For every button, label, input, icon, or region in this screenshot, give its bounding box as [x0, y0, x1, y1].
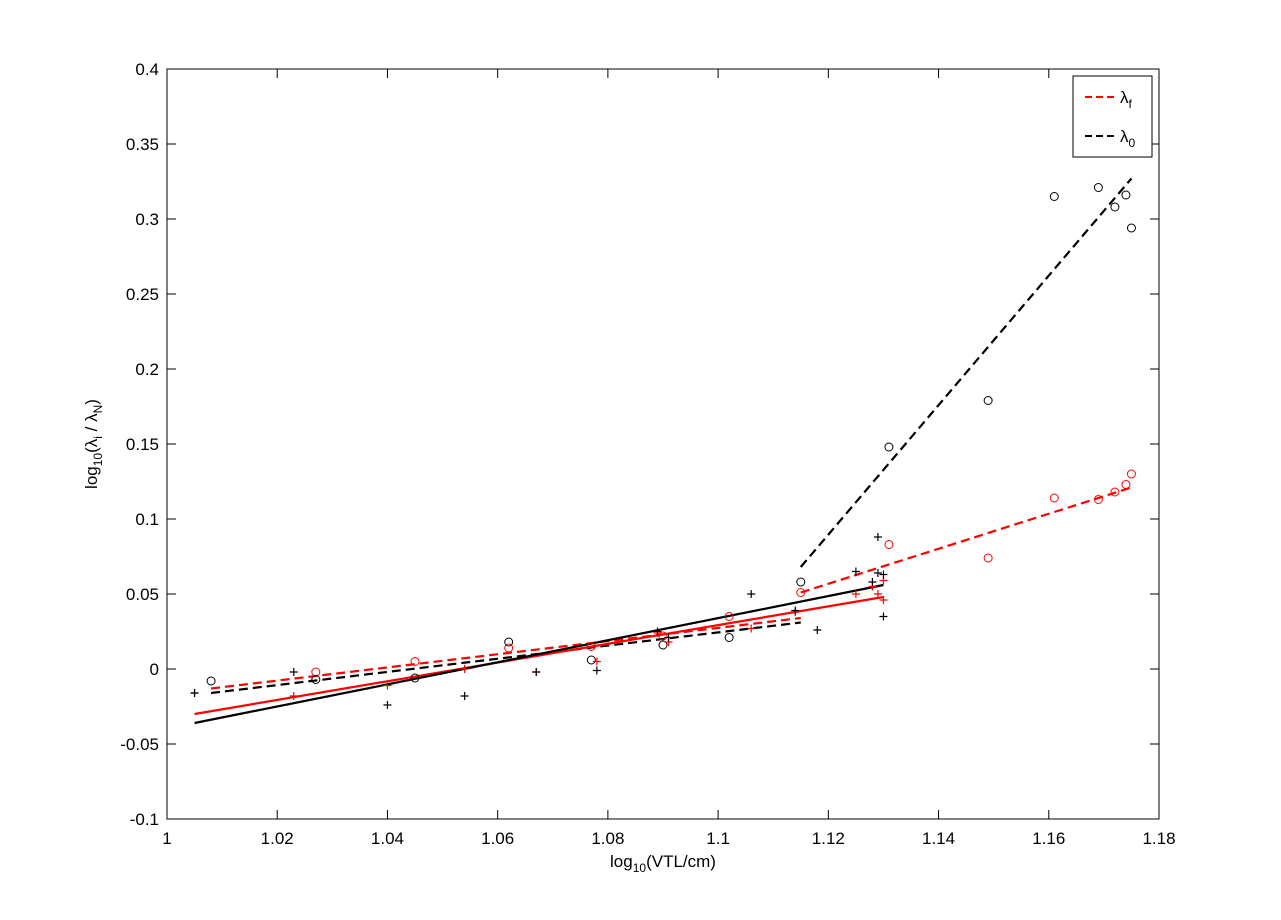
y-tick-label: 0	[150, 660, 159, 679]
y-tick-label: 0.35	[126, 135, 159, 154]
data-point-circle	[884, 442, 894, 452]
data-point-circle	[206, 676, 216, 686]
y-tick-label: 0.25	[126, 285, 159, 304]
data-point-circle	[410, 673, 420, 683]
data-point-circle	[1121, 480, 1131, 489]
data-point-plus	[791, 606, 800, 615]
fit-line-solid-4	[194, 595, 884, 716]
plot-area	[166, 68, 1160, 820]
data-point-plus	[532, 668, 541, 676]
fit-line-dashed-2	[210, 621, 801, 695]
legend-label-lambda-0: λ0	[1120, 127, 1136, 150]
data-point-plus	[851, 590, 860, 598]
fit-lines	[194, 177, 1133, 725]
data-point-circle	[586, 642, 596, 651]
data-point-circle	[1121, 190, 1131, 200]
data-point-circle	[796, 577, 806, 587]
x-tick-label: 1.06	[481, 829, 514, 848]
data-point-plus	[868, 578, 877, 586]
y-tick-label: 0.05	[126, 585, 159, 604]
data-point-plus	[190, 689, 199, 697]
y-tick-label: 0.3	[135, 210, 159, 229]
y-tick-label: 0.15	[126, 435, 159, 454]
data-point-circle	[1110, 487, 1120, 497]
data-point-circle	[1126, 469, 1136, 479]
data-point-plus	[873, 569, 882, 577]
data-point-circle	[1126, 223, 1136, 233]
x-tick-labels: 1 1.02 1.04 1.06 1.08 1.1 1.12 1.14 1.16 1.18	[162, 829, 1175, 848]
data-point-circle	[658, 640, 668, 650]
x-axis-label: log10(VTL/cm)	[610, 852, 716, 875]
data-point-plus	[383, 681, 392, 690]
data-point-plus	[289, 692, 298, 700]
data-point-plus	[592, 657, 601, 666]
legend: λf λ0	[1072, 75, 1153, 158]
x-tick-label: 1	[162, 829, 171, 848]
data-point-plus	[289, 668, 298, 676]
data-point-circle	[884, 540, 894, 549]
data-point-plus	[747, 624, 756, 633]
fit-line-solid-5	[194, 583, 884, 725]
data-point-circle	[504, 643, 514, 653]
data-point-circle	[586, 655, 596, 665]
data-point-circle	[724, 612, 734, 621]
y-tick-label: -0.05	[120, 735, 159, 754]
data-point-plus	[383, 701, 392, 709]
fit-line-dashed-3	[799, 177, 1133, 568]
data-point-circle	[1049, 192, 1059, 201]
data-point-circle	[311, 675, 321, 684]
y-tick-labels: -0.1 -0.05 0 0.05 0.1 0.15 0.2 0.25 0.3 0.35 0.4	[120, 60, 159, 829]
data-point-circle	[724, 633, 734, 642]
fit-line-dashed-0	[210, 616, 801, 690]
data-point-plus	[879, 612, 888, 621]
x-tick-label: 1.18	[1142, 829, 1175, 848]
data-point-circle	[410, 657, 420, 666]
x-tick-label: 1.08	[591, 829, 624, 848]
y-axis-label: log10(λi / λN)	[82, 399, 105, 489]
data-point-circle	[504, 637, 514, 647]
data-point-plus	[879, 570, 888, 579]
data-points	[190, 183, 1136, 709]
data-point-plus	[653, 627, 662, 636]
x-tick-label: 1.1	[706, 829, 730, 848]
x-tick-label: 1.16	[1032, 829, 1065, 848]
data-point-circle	[983, 396, 993, 405]
data-point-plus	[873, 533, 882, 541]
data-point-plus	[592, 666, 601, 675]
y-tick-label: 0.1	[135, 510, 159, 529]
data-point-plus	[879, 596, 888, 604]
data-point-plus	[460, 665, 469, 673]
data-point-circle	[1093, 495, 1103, 504]
data-point-plus	[747, 590, 756, 598]
y-tick-label: 0.2	[135, 360, 159, 379]
x-tick-label: 1.04	[371, 829, 404, 848]
data-point-plus	[813, 626, 822, 634]
data-point-plus	[664, 633, 673, 642]
x-tick-label: 1.14	[922, 829, 955, 848]
data-point-circle	[1049, 493, 1059, 503]
data-point-circle	[1110, 202, 1120, 212]
data-point-circle	[983, 553, 993, 563]
data-point-circle	[796, 588, 806, 597]
data-point-circle	[658, 631, 668, 641]
y-tick-label: -0.1	[130, 810, 159, 829]
legend-label-lambda-f: λf	[1120, 88, 1133, 111]
x-tick-label: 1.12	[812, 829, 845, 848]
data-point-plus	[873, 590, 882, 598]
data-point-circle	[1093, 183, 1103, 192]
data-point-plus	[851, 567, 860, 576]
x-tick-label: 1.02	[261, 829, 294, 848]
y-tick-label: 0.4	[135, 60, 159, 79]
axis-ticks	[166, 68, 1160, 820]
data-point-plus	[460, 692, 469, 700]
legend-box	[1072, 75, 1153, 158]
